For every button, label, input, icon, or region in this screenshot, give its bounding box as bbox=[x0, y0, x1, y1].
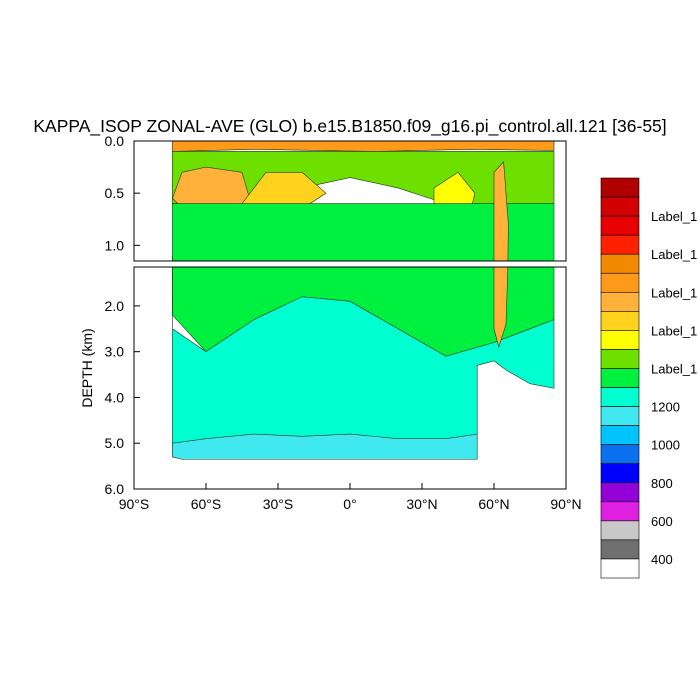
colorbar-swatch bbox=[600, 406, 640, 426]
lower-panel: 2.03.04.05.06.0 90°S 60°S 30°S 0° 30°N 60°N 90… bbox=[105, 266, 582, 512]
x-tick-label: 90°S bbox=[119, 496, 150, 512]
x-axis: 90°S 60°S 30°S 0° 30°N 60°N 90°N bbox=[119, 483, 582, 512]
x-tick-label: 60°N bbox=[478, 496, 509, 512]
upper-contour-fill bbox=[172, 141, 555, 699]
colorbar-swatch bbox=[600, 234, 640, 255]
x-tick-label: 90°N bbox=[550, 496, 581, 512]
colorbar-swatch bbox=[600, 368, 640, 388]
upper-y-tick-label: 0.5 bbox=[105, 185, 125, 201]
colorbar-label: 400 bbox=[651, 552, 673, 567]
lower-y-tick-label: 3.0 bbox=[105, 344, 125, 360]
x-tick-label: 0° bbox=[343, 496, 356, 512]
upper-panel-frame bbox=[133, 140, 567, 262]
colorbar-swatch bbox=[600, 349, 640, 369]
upper-y-tick-label: 0.0 bbox=[105, 133, 125, 149]
x-tick-label: 30°S bbox=[263, 496, 294, 512]
field-deep-green-upper bbox=[172, 203, 555, 261]
field-nordic-orange-lower bbox=[493, 267, 509, 349]
colorbar-swatch bbox=[600, 272, 640, 293]
x-tick-label: 60°S bbox=[191, 496, 222, 512]
colorbar-swatch bbox=[600, 177, 640, 198]
colorbar-label: 600 bbox=[651, 514, 673, 529]
upper-panel: 0.0 0.5 1.0 bbox=[105, 133, 567, 699]
chart-title: KAPPA_ISOP ZONAL-AVE (GLO) b.e15.B1850.f… bbox=[33, 116, 666, 137]
colorbar-swatch bbox=[600, 539, 640, 560]
colorbar-swatch bbox=[600, 444, 640, 465]
colorbar-swatch bbox=[600, 311, 640, 331]
colorbar-label: 1000 bbox=[651, 438, 680, 453]
colorbar-label: 1200 bbox=[651, 400, 680, 415]
colorbar-label: Label_1 bbox=[651, 323, 697, 338]
colorbar-swatch bbox=[600, 330, 640, 350]
colorbar-swatch bbox=[600, 463, 640, 484]
x-tick-label: 30°N bbox=[406, 496, 437, 512]
y-axis-label: DEPTH (km) bbox=[79, 328, 95, 407]
lower-y-tick-label: 5.0 bbox=[105, 435, 125, 451]
colorbar-swatch bbox=[600, 425, 640, 445]
colorbar-swatch bbox=[600, 215, 640, 236]
colorbar-swatch bbox=[600, 520, 640, 541]
field-nordic-orange-upper bbox=[493, 161, 509, 261]
colorbar-swatch bbox=[600, 253, 640, 274]
colorbar-swatch bbox=[600, 558, 640, 579]
colorbar-swatch bbox=[600, 501, 640, 522]
colorbar-label: Label_1 bbox=[651, 285, 697, 300]
colorbar-label: 800 bbox=[651, 476, 673, 491]
colorbar-swatch bbox=[600, 291, 640, 312]
upper-y-axis: 0.0 0.5 1.0 bbox=[105, 133, 140, 253]
colorbar-swatch bbox=[600, 482, 640, 503]
lower-y-tick-label: 2.0 bbox=[105, 298, 125, 314]
lower-y-axis: 2.0 3.0 4.0 5.0 6.0 bbox=[105, 298, 140, 497]
field-surface-upper bbox=[172, 141, 555, 152]
colorbar: Label_1 Label_1 Label_1 Label_1 Label_1 1200 1… bbox=[600, 177, 697, 579]
colorbar-swatch bbox=[600, 196, 640, 217]
colorbar-label: Label_1 bbox=[651, 209, 697, 224]
lower-y-tick-label: 4.0 bbox=[105, 389, 125, 405]
colorbar-swatch bbox=[600, 387, 640, 407]
upper-y-tick-label: 1.0 bbox=[105, 237, 125, 253]
field-abyssal-cyan-upper bbox=[172, 642, 477, 699]
colorbar-label: Label_1 bbox=[651, 361, 697, 376]
lower-contour-fill bbox=[172, 267, 555, 460]
field-abyssal-cyan-lower bbox=[172, 433, 478, 460]
lower-y-tick-label: 6.0 bbox=[105, 481, 125, 497]
colorbar-label: Label_1 bbox=[651, 247, 697, 262]
